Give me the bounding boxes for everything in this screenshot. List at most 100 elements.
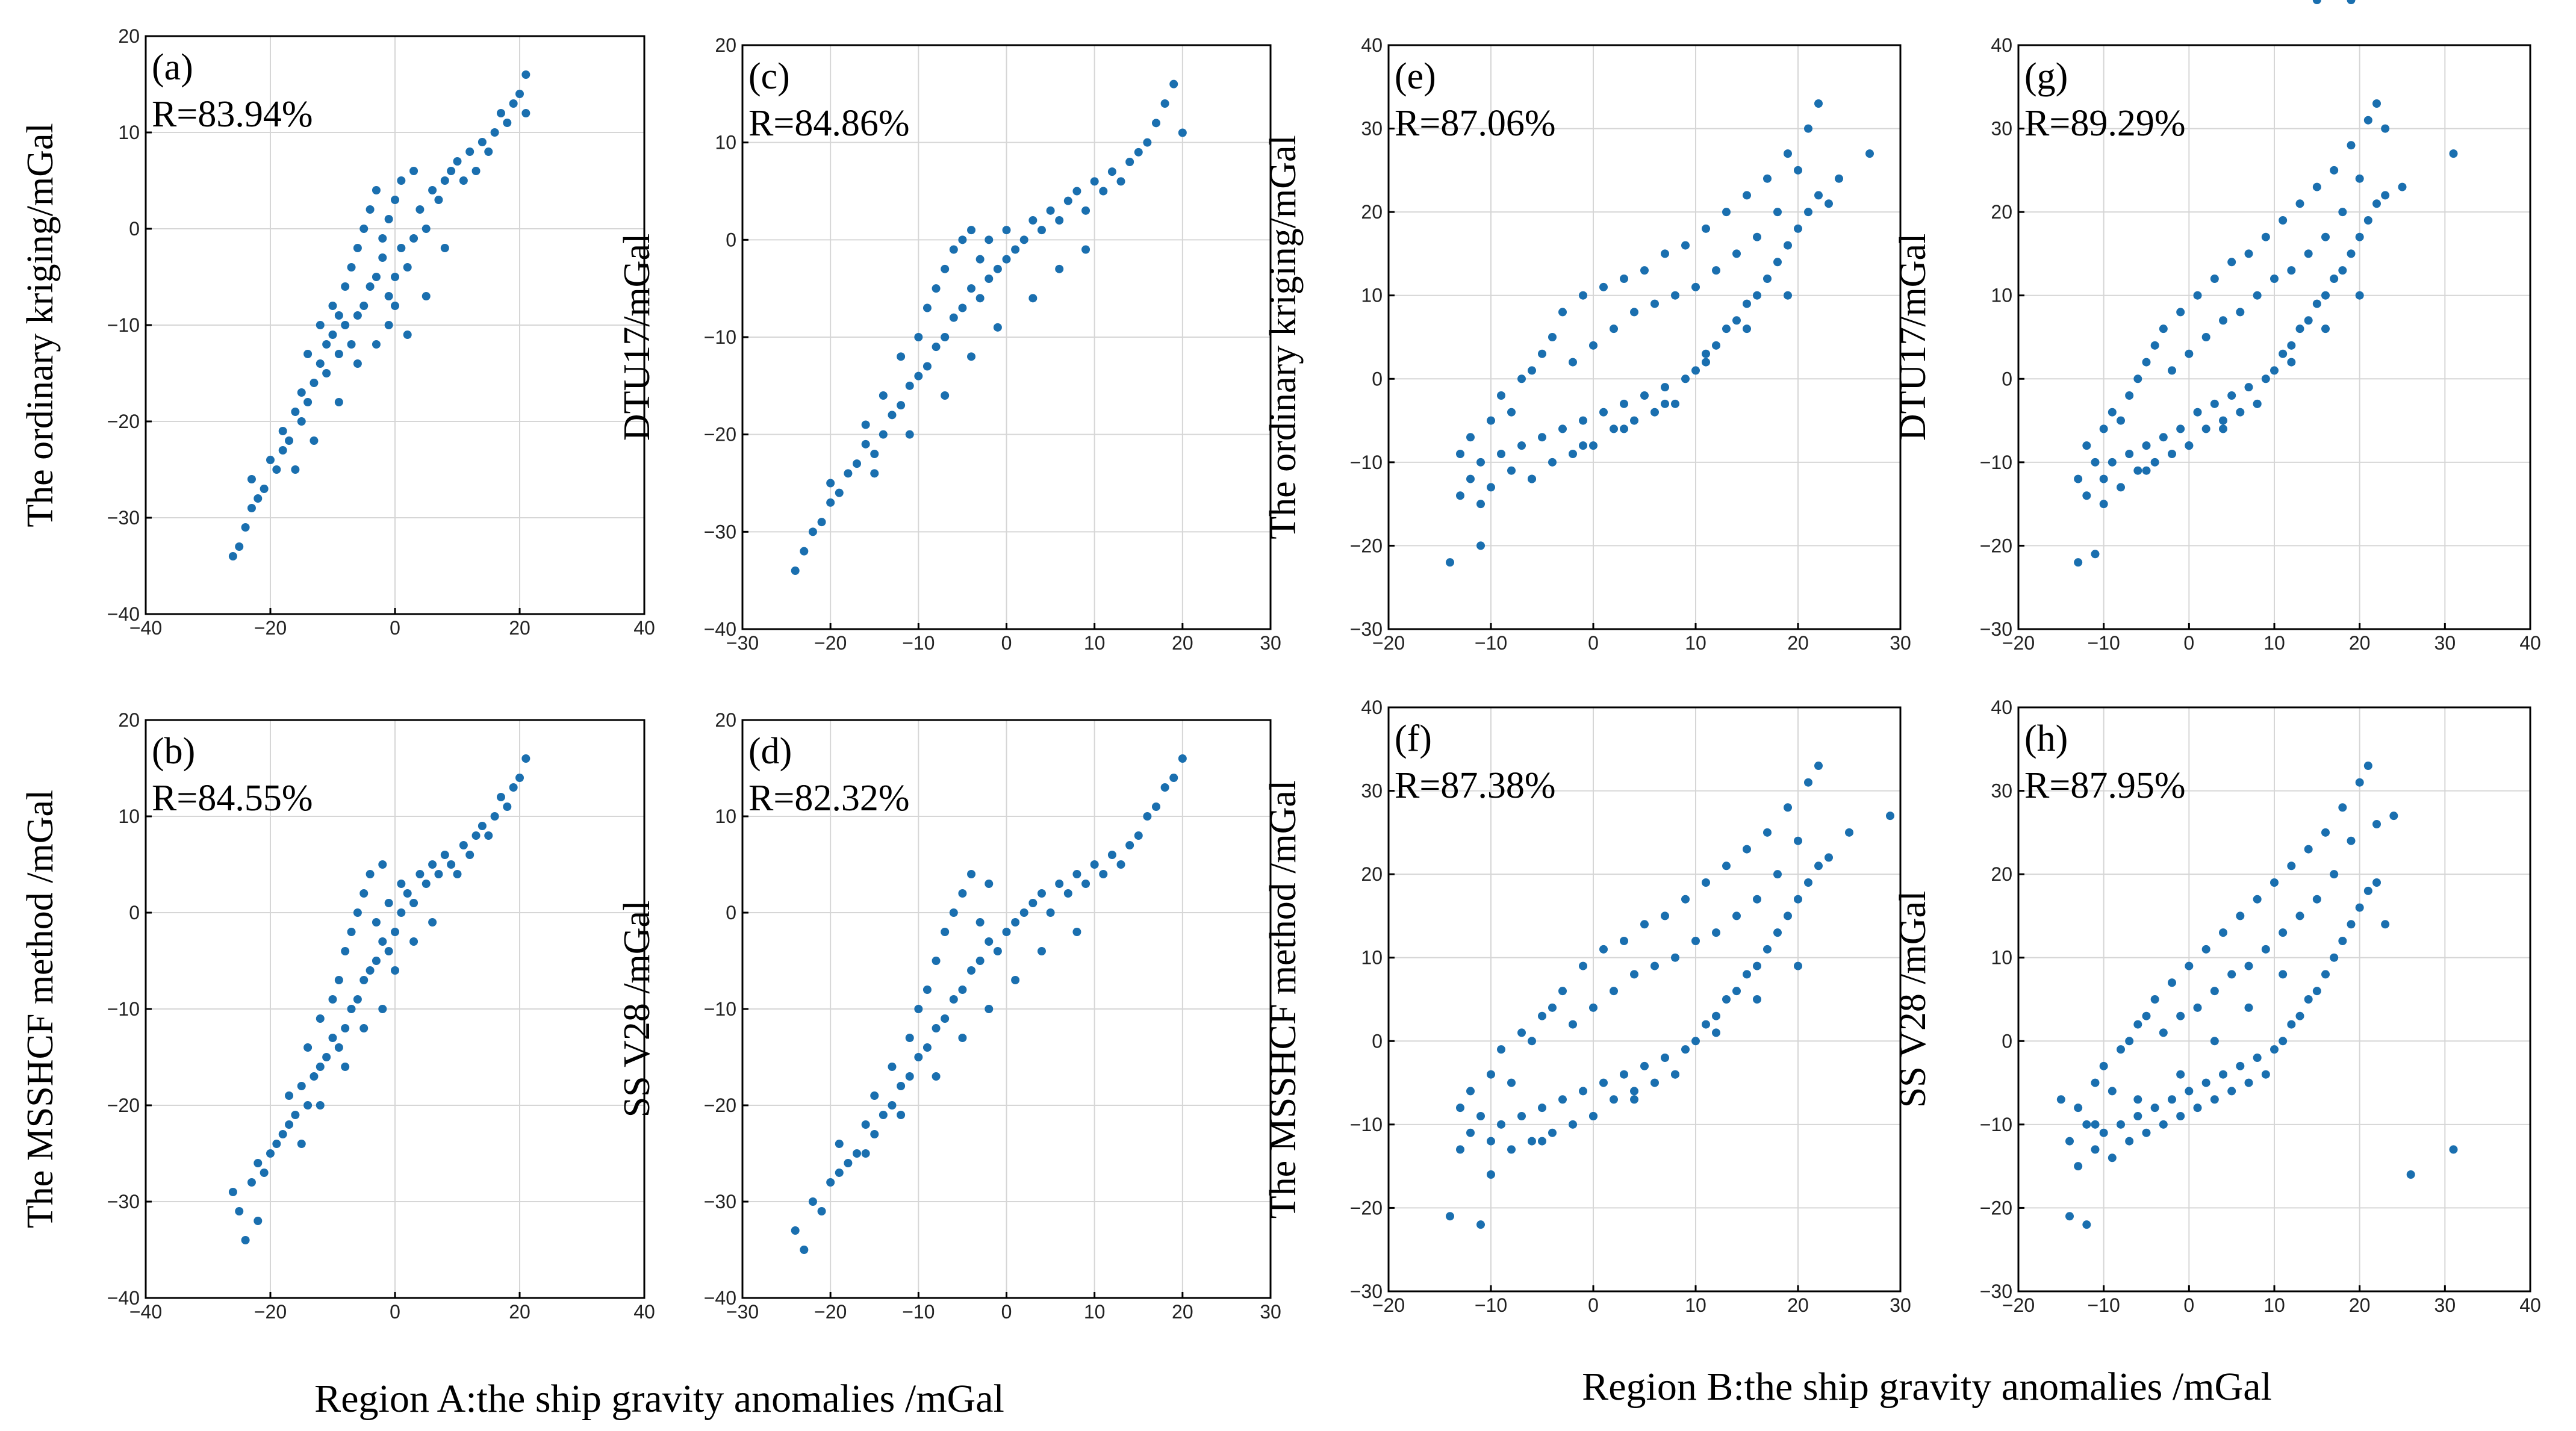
data-point (2065, 1212, 2074, 1221)
x-tick-label: 40 (633, 617, 655, 639)
x-tick-label: 20 (1787, 632, 1809, 654)
x-tick-label: −10 (1475, 1294, 1507, 1316)
panel-label: (g) (2024, 56, 2068, 97)
data-point (1671, 291, 1679, 300)
data-point (1599, 945, 1608, 954)
data-point (521, 70, 530, 79)
data-point (235, 542, 244, 551)
data-point (2372, 99, 2381, 108)
data-point (397, 176, 406, 185)
data-point (447, 860, 456, 869)
data-point (2091, 550, 2100, 559)
plot-border (2017, 706, 2531, 1293)
correlation-text: R=83.94% (152, 94, 313, 135)
data-point (347, 1005, 356, 1013)
data-point (1640, 266, 1649, 275)
data-point (1476, 500, 1485, 509)
data-point (2201, 424, 2210, 433)
data-point (2270, 878, 2279, 887)
data-point (1507, 466, 1516, 475)
data-point (366, 205, 375, 214)
data-point (1028, 899, 1038, 907)
data-point (2244, 1078, 2253, 1087)
data-point (2133, 1095, 2142, 1104)
data-point (870, 450, 879, 458)
x-tick-label: −20 (2002, 1294, 2035, 1316)
data-point (993, 947, 1002, 955)
data-point (1456, 1145, 1464, 1154)
data-point (1804, 878, 1812, 887)
data-point (1650, 1078, 1659, 1087)
data-point (2168, 978, 2176, 987)
x-tick-label: 20 (1172, 632, 1193, 654)
data-point (985, 937, 994, 946)
data-point (1825, 853, 1833, 862)
data-point (1814, 861, 1823, 871)
data-point (322, 1053, 331, 1061)
data-point (503, 802, 512, 811)
data-point (2321, 970, 2330, 979)
y-tick-label: 10 (1361, 285, 1383, 306)
data-point (905, 1072, 914, 1081)
data-point (1589, 341, 1598, 350)
data-point (967, 966, 976, 975)
data-point (2295, 1011, 2304, 1020)
data-point (278, 427, 287, 435)
data-point (428, 186, 437, 194)
data-point (334, 350, 343, 358)
data-point (2321, 828, 2330, 837)
data-point (791, 567, 800, 575)
data-point (341, 1063, 350, 1071)
y-tick-label: 20 (118, 25, 140, 47)
data-point (1753, 995, 1761, 1004)
data-point (291, 465, 300, 474)
data-point (1446, 558, 1454, 567)
data-point (1002, 928, 1011, 936)
data-point (941, 264, 950, 273)
data-point (2159, 1028, 2168, 1037)
data-point (958, 986, 967, 994)
data-point (2142, 441, 2151, 450)
data-point (2150, 995, 2159, 1004)
x-tick-label: −20 (254, 617, 287, 639)
data-point (2117, 416, 2125, 425)
y-axis-label: DTU17/mGal (1893, 234, 1934, 441)
data-point (800, 547, 809, 556)
data-point (1712, 266, 1720, 275)
data-point (1037, 226, 1046, 235)
y-tick-label: −20 (1980, 1197, 2012, 1218)
correlation-text: R=84.86% (748, 103, 909, 144)
panel-f: −20 −10 0 10 20 30−30−20−10010203040(f)R=87.3… (1263, 697, 1911, 1316)
data-point (870, 1091, 879, 1100)
data-point (1599, 408, 1608, 417)
data-point (949, 245, 958, 254)
data-point (1046, 206, 1055, 215)
y-tick-label: 0 (1372, 368, 1383, 390)
data-point (515, 774, 524, 782)
y-tick-label: 0 (2002, 1030, 2012, 1052)
data-point (1784, 911, 1792, 920)
data-point (2355, 778, 2364, 787)
data-point (459, 176, 468, 185)
data-point (817, 1207, 826, 1215)
data-point (1487, 483, 1495, 492)
y-tick-label: −10 (1980, 1114, 2012, 1135)
x-tick-label: 0 (390, 1301, 400, 1323)
data-point (2261, 374, 2270, 383)
data-point (2193, 1104, 2202, 1113)
x-tick-label: 10 (1685, 632, 1706, 654)
data-point (1055, 264, 1064, 273)
data-point (247, 504, 256, 512)
data-point (967, 284, 976, 293)
data-point (2304, 316, 2313, 325)
data-point (1497, 1045, 1505, 1054)
data-point (1528, 366, 1536, 375)
data-point (1151, 802, 1160, 811)
y-axis-label: The MSSHCF method /mGal (1263, 780, 1304, 1219)
data-point (1702, 1020, 1710, 1029)
data-point (359, 302, 369, 310)
data-point (2355, 232, 2364, 241)
data-point (897, 352, 906, 361)
y-tick-label: 30 (1361, 118, 1383, 140)
data-point (1794, 836, 1802, 845)
